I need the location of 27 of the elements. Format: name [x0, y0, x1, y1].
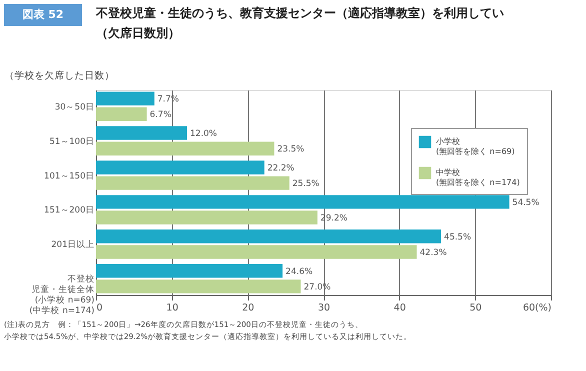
x-tick-label: 20 [242, 302, 254, 314]
data-label: 6.7% [150, 110, 172, 120]
data-label: 45.5% [444, 232, 472, 242]
y-axis-title: （学校を欠席した日数） [4, 70, 114, 82]
y-tick-label: 201日以上 [51, 239, 94, 250]
data-label: 23.5% [277, 144, 304, 155]
data-label: 12.0% [190, 129, 218, 140]
y-tick-label: 51～100日 [49, 136, 94, 147]
legend-label: 小学校 (無回答を除く n=69) [436, 137, 515, 156]
x-tick-label: 40 [394, 302, 406, 314]
y-tick-label: 151～200日 [44, 206, 94, 216]
data-label: 22.2% [267, 163, 294, 174]
x-tick-label: 30 [318, 302, 330, 314]
data-label: 42.3% [420, 248, 447, 258]
y-tick-label: 30～50日 [54, 102, 94, 112]
x-tick-label: 50 [470, 302, 482, 314]
data-label: 54.5% [512, 198, 540, 208]
x-tick-label: 10 [166, 302, 178, 314]
data-label: 25.5% [292, 179, 320, 190]
y-tick-label: 不登校児童・生徒全体 (小学校 n=69) (中学校 n=174) [29, 274, 94, 316]
text: 図表 52 [22, 8, 64, 21]
chart-title: 不登校児童・生徒のうち、教育支援センター（適応指導教室）を利用してい（欠席日数別） [95, 6, 504, 40]
x-tick-label: 60(%) [522, 302, 552, 314]
x-tick-label: 0 [96, 302, 103, 314]
legend-label: 中学校 (無回答を除く n=174) [436, 168, 520, 187]
data-label: 24.6% [286, 266, 313, 277]
y-tick-label: 101～150日 [44, 171, 94, 182]
